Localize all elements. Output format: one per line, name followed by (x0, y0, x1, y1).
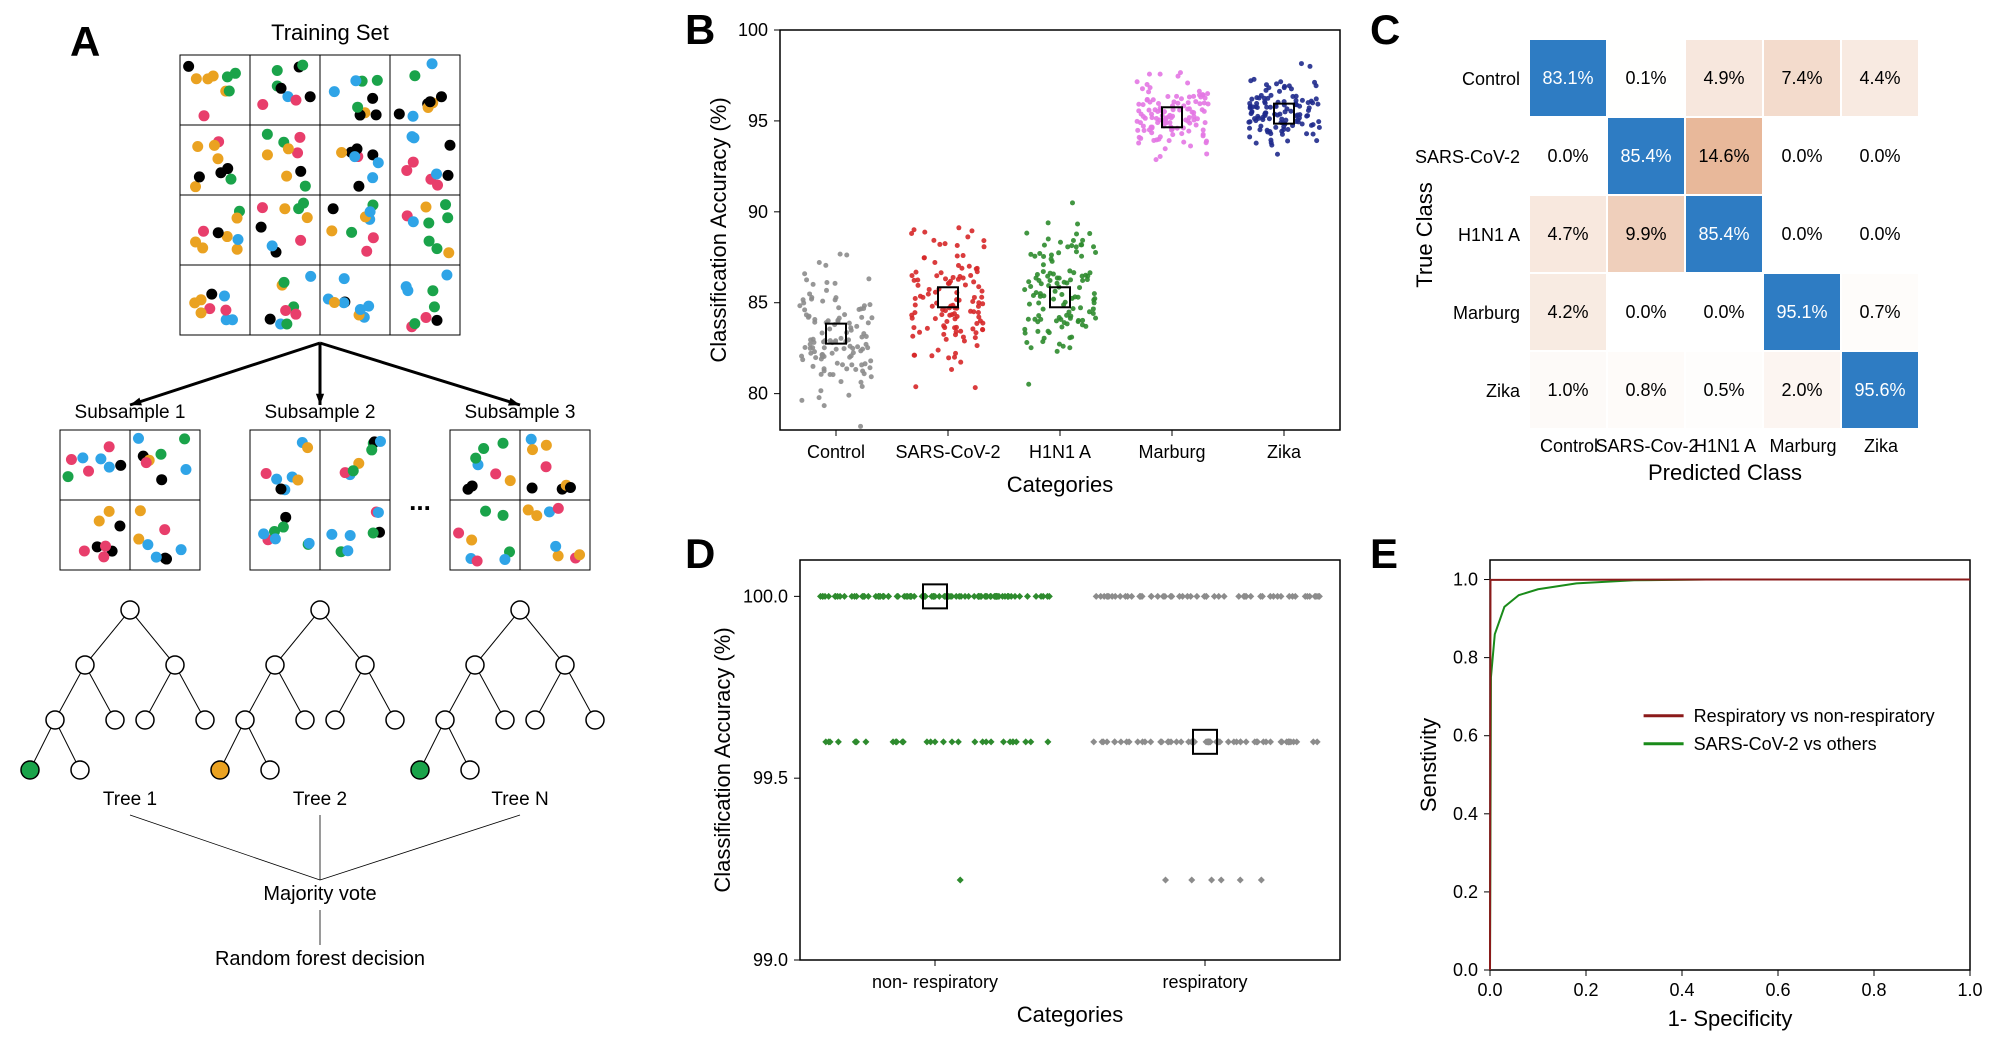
svg-text:0.2: 0.2 (1453, 882, 1478, 902)
panel-E-svg: 0.0 0.2 0.4 0.6 0.8 1.0 0.0 0.2 0.4 0.6 0.8 1.0 Resp… (1410, 540, 1990, 1040)
svg-text:Classification Accuracy (%): Classification Accuracy (%) (710, 627, 735, 892)
svg-text:Tree 1: Tree 1 (103, 789, 157, 810)
svg-text:99.5: 99.5 (753, 768, 788, 788)
svg-text:4.4%: 4.4% (1859, 68, 1900, 88)
svg-text:4.9%: 4.9% (1703, 68, 1744, 88)
panel-label-C: C (1370, 6, 1400, 54)
svg-text:Subsample 1: Subsample 1 (75, 402, 186, 423)
svg-text:Predicted Class: Predicted Class (1648, 460, 1802, 485)
svg-text:H1N1 A: H1N1 A (1029, 442, 1091, 462)
svg-text:0.0: 0.0 (1477, 980, 1502, 1000)
svg-text:H1N1 A: H1N1 A (1694, 436, 1756, 456)
svg-text:100.0: 100.0 (743, 586, 788, 606)
svg-text:99.0: 99.0 (753, 950, 788, 970)
svg-text:85.4%: 85.4% (1698, 224, 1749, 244)
svg-text:0.1%: 0.1% (1625, 68, 1666, 88)
svg-text:SARS-CoV-2: SARS-CoV-2 (1415, 147, 1520, 167)
svg-text:Zika: Zika (1267, 442, 1302, 462)
svg-text:0.4: 0.4 (1669, 980, 1694, 1000)
svg-text:1.0: 1.0 (1957, 980, 1982, 1000)
svg-text:0.2: 0.2 (1573, 980, 1598, 1000)
svg-text:Senstivity: Senstivity (1416, 718, 1441, 812)
svg-text:Subsample 3: Subsample 3 (465, 402, 576, 423)
panel-A-svg: Training Set Subsample 1 Subsample 2 Subsam… (20, 20, 660, 1020)
svg-text:80: 80 (748, 384, 768, 404)
svg-text:Marburg: Marburg (1453, 303, 1520, 323)
svg-text:Tree 2: Tree 2 (293, 789, 347, 810)
svg-text:85: 85 (748, 293, 768, 313)
svg-text:0.0%: 0.0% (1703, 302, 1744, 322)
svg-text:1.0%: 1.0% (1547, 380, 1588, 400)
svg-text:0.4: 0.4 (1453, 804, 1478, 824)
svg-text:Categories: Categories (1017, 1002, 1123, 1027)
svg-text:Control: Control (1540, 436, 1598, 456)
panel-label-E: E (1370, 530, 1398, 578)
svg-text:Marburg: Marburg (1769, 436, 1836, 456)
panel-D-svg: 99.0 99.5 100.0 non- respiratory respiratory… (700, 540, 1360, 1040)
svg-text:0.6: 0.6 (1765, 980, 1790, 1000)
svg-text:Control: Control (1462, 69, 1520, 89)
svg-text:...: ... (409, 486, 431, 516)
svg-text:0.5%: 0.5% (1703, 380, 1744, 400)
svg-text:Categories: Categories (1007, 472, 1113, 497)
svg-text:Zika: Zika (1864, 436, 1899, 456)
svg-text:4.7%: 4.7% (1547, 224, 1588, 244)
svg-text:83.1%: 83.1% (1542, 68, 1593, 88)
svg-text:14.6%: 14.6% (1698, 146, 1749, 166)
svg-text:95.6%: 95.6% (1854, 380, 1905, 400)
svg-text:95: 95 (748, 111, 768, 131)
svg-text:Marburg: Marburg (1138, 442, 1205, 462)
svg-text:2.0%: 2.0% (1781, 380, 1822, 400)
svg-text:100: 100 (738, 20, 768, 40)
svg-text:Majority vote: Majority vote (263, 883, 376, 905)
svg-text:respiratory: respiratory (1162, 972, 1247, 992)
svg-text:SARS-CoV-2 vs others: SARS-CoV-2 vs others (1694, 734, 1877, 754)
svg-text:0.0%: 0.0% (1625, 302, 1666, 322)
svg-text:95.1%: 95.1% (1776, 302, 1827, 322)
svg-text:Respiratory vs non-respiratory: Respiratory vs non-respiratory (1694, 706, 1935, 726)
svg-text:0.8: 0.8 (1453, 648, 1478, 668)
svg-text:Random forest decision: Random forest decision (215, 948, 425, 970)
svg-text:0.0%: 0.0% (1781, 224, 1822, 244)
svg-text:9.9%: 9.9% (1625, 224, 1666, 244)
figure-root: A B C D E Training SetSubsample 1Subsamp… (0, 0, 1999, 1047)
svg-text:1.0: 1.0 (1453, 570, 1478, 590)
svg-text:0.0%: 0.0% (1781, 146, 1822, 166)
svg-text:0.7%: 0.7% (1859, 302, 1900, 322)
svg-text:4.2%: 4.2% (1547, 302, 1588, 322)
svg-text:0.6: 0.6 (1453, 726, 1478, 746)
svg-text:0.8%: 0.8% (1625, 380, 1666, 400)
svg-text:85.4%: 85.4% (1620, 146, 1671, 166)
panel-C-svg: Control 83.1% 0.1% 4.9% 7.4% 4.4% SARS-CoV-2 0.… (1410, 10, 1990, 510)
svg-text:0.0%: 0.0% (1547, 146, 1588, 166)
svg-text:Training Set: Training Set (271, 20, 389, 45)
svg-text:SARS-Cov-2: SARS-Cov-2 (1595, 436, 1698, 456)
svg-text:7.4%: 7.4% (1781, 68, 1822, 88)
svg-text:Classification Accuracy (%): Classification Accuracy (%) (706, 97, 731, 362)
svg-text:0.0%: 0.0% (1859, 146, 1900, 166)
svg-text:0.0%: 0.0% (1859, 224, 1900, 244)
svg-text:Control: Control (807, 442, 865, 462)
svg-text:True Class: True Class (1412, 182, 1437, 288)
svg-text:Tree N: Tree N (491, 789, 548, 810)
svg-text:Zika: Zika (1486, 381, 1521, 401)
svg-text:SARS-CoV-2: SARS-CoV-2 (895, 442, 1000, 462)
svg-text:1- Specificity: 1- Specificity (1668, 1006, 1793, 1031)
svg-text:0.8: 0.8 (1861, 980, 1886, 1000)
svg-text:Subsample 2: Subsample 2 (265, 402, 376, 423)
svg-text:0.0: 0.0 (1453, 960, 1478, 980)
svg-text:90: 90 (748, 202, 768, 222)
svg-text:non- respiratory: non- respiratory (872, 972, 998, 992)
panel-B-svg: 80 85 90 95 100 Control SARS-CoV-2 H1N1 A Marbur… (700, 10, 1360, 510)
svg-text:H1N1 A: H1N1 A (1458, 225, 1520, 245)
